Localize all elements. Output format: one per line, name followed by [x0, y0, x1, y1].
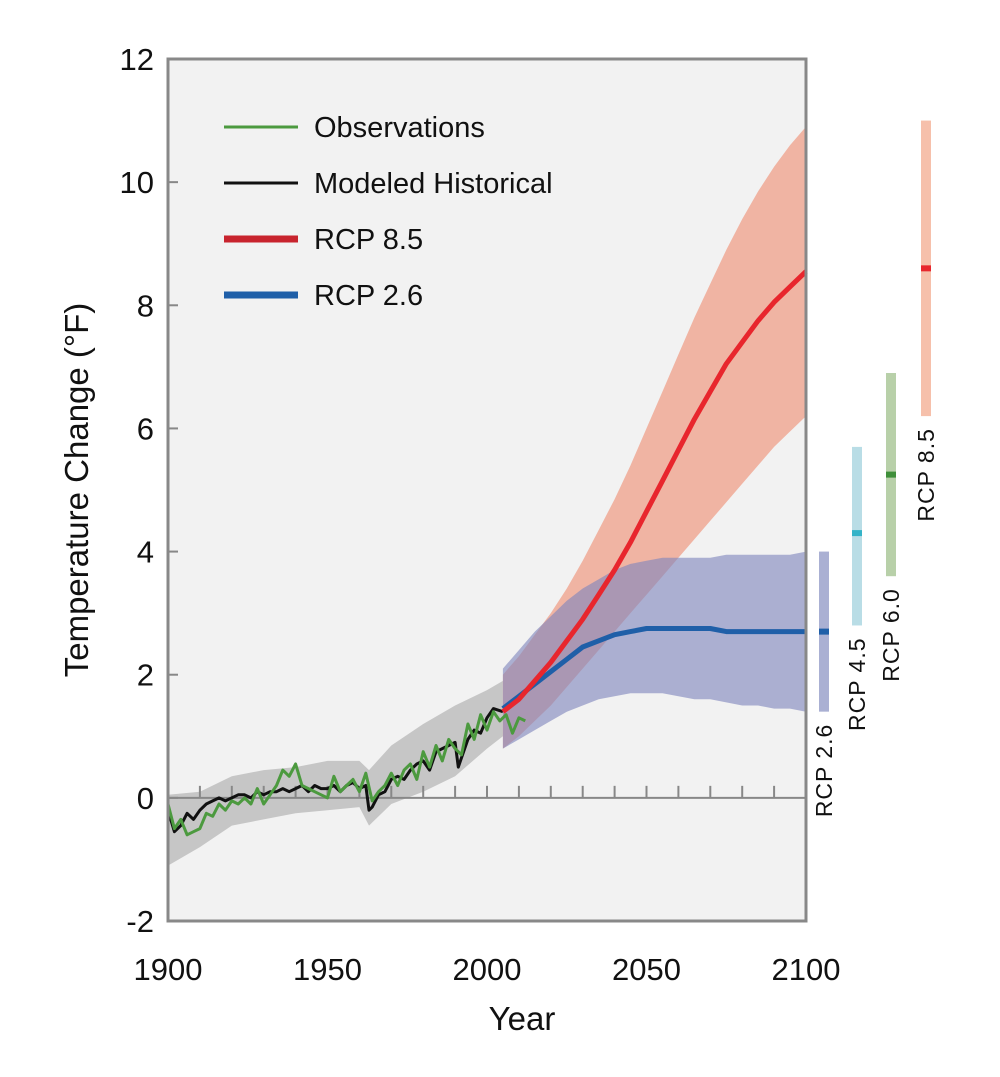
- y-axis-ticks: -2 0 2 4 6 8 10 12: [120, 42, 178, 939]
- y-tick-label: 8: [137, 288, 154, 323]
- x-tick-label: 1950: [293, 952, 362, 987]
- range-bars: RCP 2.6 RCP 4.5 RCP 6.0 RCP 8.5: [811, 120, 939, 818]
- x-axis-title: Year: [489, 1000, 556, 1037]
- observations-line: [166, 710, 526, 837]
- x-tick-label: 2100: [772, 952, 841, 987]
- range-bar-label: RCP 4.5: [844, 637, 870, 731]
- y-tick-label: -2: [126, 904, 154, 939]
- y-tick-label: 0: [137, 781, 154, 816]
- rcp26-line: [501, 626, 806, 711]
- modeled-historical-range-band: [168, 680, 503, 866]
- y-tick-label: 2: [137, 658, 154, 693]
- rcp26-range-band: [502, 551, 806, 749]
- range-bar-mean-marker: [886, 471, 896, 478]
- x-tick-label: 1900: [134, 952, 203, 987]
- range-bar-mean-marker: [921, 265, 931, 272]
- y-tick-label: 4: [137, 535, 154, 570]
- series-lines: [166, 269, 808, 837]
- rcp85-line: [501, 269, 808, 714]
- range-bar-label: RCP 2.6: [811, 724, 837, 818]
- legend-label: Modeled Historical: [314, 168, 553, 200]
- y-tick-label: 6: [137, 411, 154, 446]
- range-bar-label: RCP 8.5: [913, 428, 939, 522]
- x-tick-label: 2000: [453, 952, 522, 987]
- range-bar-label: RCP 6.0: [878, 588, 904, 682]
- range-bar-mean-marker: [852, 530, 862, 537]
- x-tick-label: 2050: [612, 952, 681, 987]
- y-tick-label: 12: [120, 42, 154, 77]
- legend-label: RCP 2.6: [314, 280, 423, 312]
- x-axis-ticks: 1900 1950 2000 2050 2100: [134, 952, 841, 987]
- range-bar-mean-marker: [819, 628, 829, 635]
- y-axis-title: Temperature Change (°F): [58, 303, 95, 678]
- legend: Observations Modeled Historical RCP 8.5 RCP…: [224, 112, 553, 312]
- y-tick-label: 10: [120, 165, 154, 200]
- legend-label: Observations: [314, 112, 485, 144]
- range-bar: [852, 446, 862, 626]
- plot-frame: [166, 57, 808, 923]
- uncertainty-bands: [168, 126, 806, 866]
- legend-label: RCP 8.5: [314, 224, 423, 256]
